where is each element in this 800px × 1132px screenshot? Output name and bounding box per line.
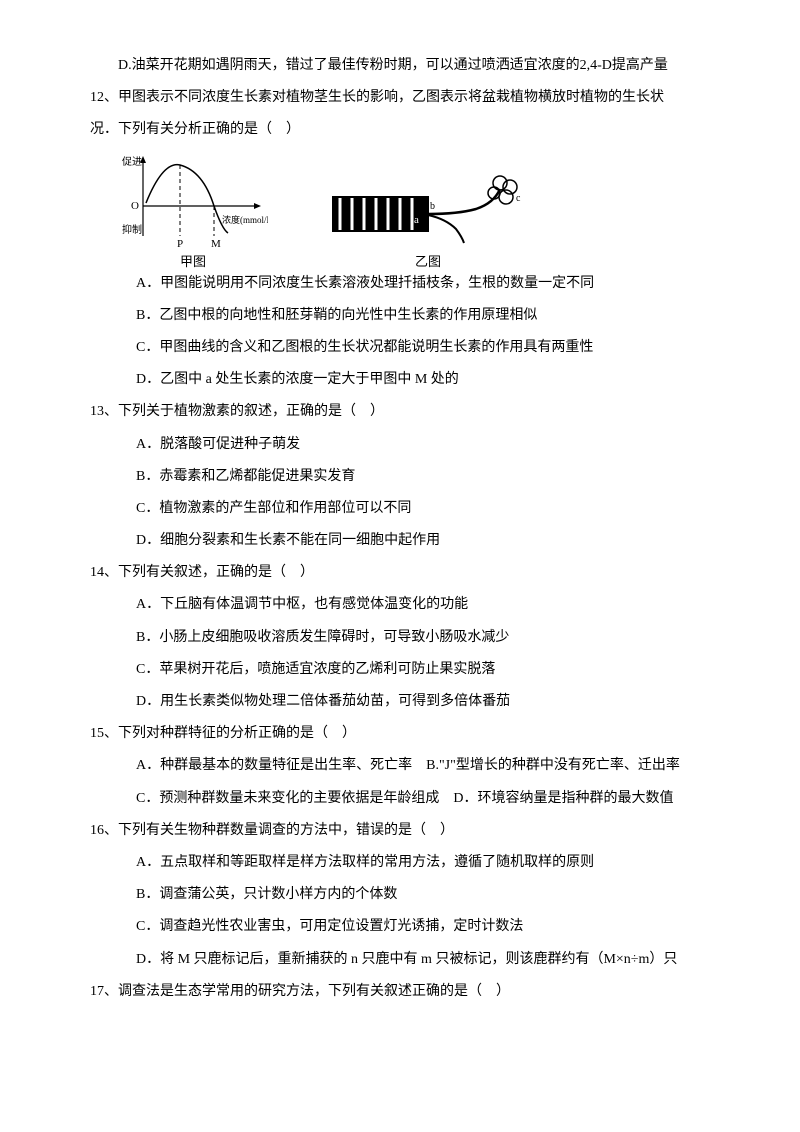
figure-2-container: a c b 乙图 <box>328 171 528 268</box>
svg-text:c: c <box>516 193 521 204</box>
figure-1-chart: 促进 O 抑制 P M 浓度(mmol/L) <box>118 151 268 251</box>
q14-option-c: C．苹果树开花后，喷施适宜浓度的乙烯利可防止果实脱落 <box>90 654 730 686</box>
q15-stem: 15、下列对种群特征的分析正确的是（ ） <box>90 718 730 750</box>
q14-option-a: A．下丘脑有体温调节中枢，也有感觉体温变化的功能 <box>90 589 730 621</box>
fig1-y-bottom: 抑制 <box>122 223 142 236</box>
fig1-x-axis-label: 浓度(mmol/L) <box>222 214 268 225</box>
q13-option-c: C．植物激素的产生部位和作用部位可以不同 <box>90 493 730 525</box>
q12-option-a: A．甲图能说明用不同浓度生长素溶液处理扦插枝条，生根的数量一定不同 <box>90 268 730 300</box>
fig1-y-top: 促进 <box>122 155 142 168</box>
q16-option-c: C．调查趋光性农业害虫，可用定位设置灯光诱捕，定时计数法 <box>90 911 730 943</box>
figure-2-label: 乙图 <box>415 255 441 268</box>
figure-1-container: 促进 O 抑制 P M 浓度(mmol/L) 甲图 <box>118 151 268 268</box>
svg-text:a: a <box>414 214 419 226</box>
q11-option-d: D.油菜开花期如遇阴雨天，错过了最佳传粉时期，可以通过喷洒适宜浓度的2,4-D提… <box>90 50 730 82</box>
fig1-tick-p: P <box>177 238 183 250</box>
fig1-tick-m: M <box>211 238 221 250</box>
q14-stem: 14、下列有关叙述，正确的是（ ） <box>90 557 730 589</box>
q15-option-cd: C．预测种群数量未来变化的主要依据是年龄组成 D．环境容纳量是指种群的最大数值 <box>90 783 730 815</box>
figure-1-label: 甲图 <box>180 255 206 268</box>
q12-option-b: B．乙图中根的向地性和胚芽鞘的向光性中生长素的作用原理相似 <box>90 300 730 332</box>
q12-stem-line1: 12、甲图表示不同浓度生长素对植物茎生长的影响，乙图表示将盆栽植物横放时植物的生… <box>90 82 730 114</box>
figure-2-diagram: a c b <box>328 171 528 251</box>
q13-stem: 13、下列关于植物激素的叙述，正确的是（ ） <box>90 396 730 428</box>
q16-stem: 16、下列有关生物种群数量调查的方法中，错误的是（ ） <box>90 815 730 847</box>
fig1-origin: O <box>131 200 139 212</box>
q13-option-d: D．细胞分裂素和生长素不能在同一细胞中起作用 <box>90 525 730 557</box>
q17-stem: 17、调查法是生态学常用的研究方法，下列有关叙述正确的是（ ） <box>90 976 730 1008</box>
exam-page: D.油菜开花期如遇阴雨天，错过了最佳传粉时期，可以通过喷洒适宜浓度的2,4-D提… <box>0 0 800 1058</box>
svg-text:b: b <box>430 201 435 212</box>
q12-figures: 促进 O 抑制 P M 浓度(mmol/L) 甲图 <box>90 151 730 268</box>
q14-option-d: D．用生长素类似物处理二倍体番茄幼苗，可得到多倍体番茄 <box>90 686 730 718</box>
q13-option-a: A．脱落酸可促进种子萌发 <box>90 429 730 461</box>
q12-option-d: D．乙图中 a 处生长素的浓度一定大于甲图中 M 处的 <box>90 364 730 396</box>
q12-option-c: C．甲图曲线的含义和乙图根的生长状况都能说明生长素的作用具有两重性 <box>90 332 730 364</box>
q12-stem-line2: 况．下列有关分析正确的是（ ） <box>90 114 730 146</box>
q15-option-ab: A．种群最基本的数量特征是出生率、死亡率 B."J"型增长的种群中没有死亡率、迁… <box>90 750 730 782</box>
q16-option-d: D．将 M 只鹿标记后，重新捕获的 n 只鹿中有 m 只被标记，则该鹿群约有（M… <box>90 944 730 976</box>
q14-option-b: B．小肠上皮细胞吸收溶质发生障碍时，可导致小肠吸水减少 <box>90 622 730 654</box>
q13-option-b: B．赤霉素和乙烯都能促进果实发育 <box>90 461 730 493</box>
q16-option-a: A．五点取样和等距取样是样方法取样的常用方法，遵循了随机取样的原则 <box>90 847 730 879</box>
q16-option-b: B．调查蒲公英，只计数小样方内的个体数 <box>90 879 730 911</box>
